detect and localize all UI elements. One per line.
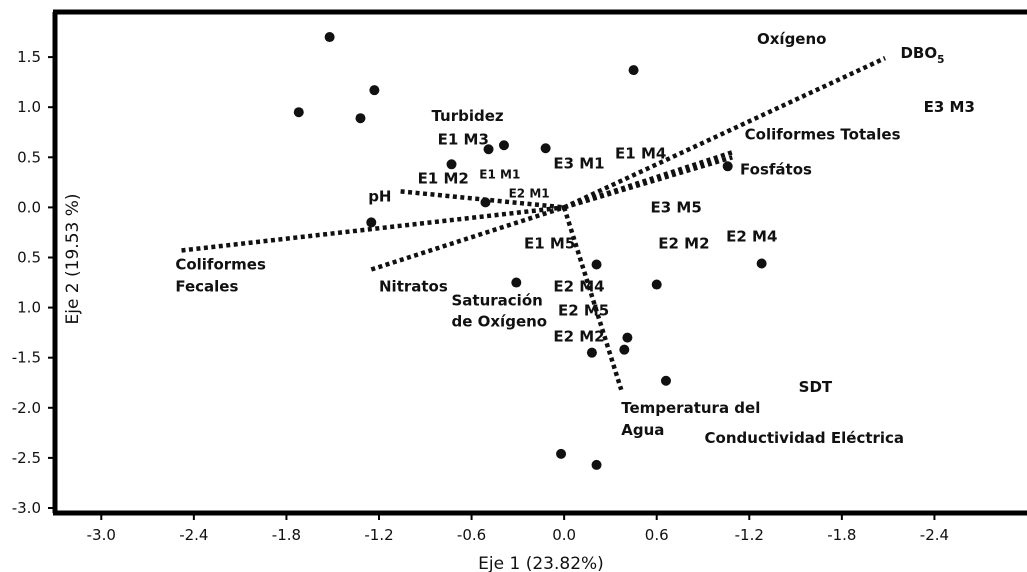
scatter-point <box>556 448 567 459</box>
scatter-point <box>619 344 630 355</box>
y-tick-label: -3.0 <box>12 499 41 517</box>
scatter-point <box>355 113 366 124</box>
loading-vector <box>400 189 565 210</box>
scatter-point <box>446 159 457 170</box>
x-axis-title: Eje 1 (23.82%) <box>478 554 604 572</box>
point-label: Fosfátos <box>740 160 812 178</box>
y-tick-label: 1.0 <box>17 299 41 317</box>
x-tick-label: -1.8 <box>272 526 301 544</box>
point-label: Oxígeno <box>757 30 826 48</box>
x-tick-label: -2.4 <box>920 526 949 544</box>
x-tick-label: -3.0 <box>87 526 116 544</box>
y-tick-label: 0.5 <box>17 148 41 166</box>
point-label: Agua <box>621 421 664 439</box>
point-label: DBO5 <box>900 44 944 66</box>
y-tick-label: 0.0 <box>17 198 41 216</box>
scatter-point <box>756 258 767 269</box>
scatter-point <box>293 107 304 118</box>
point-label: E2 M1 <box>509 186 550 200</box>
scatter-point <box>498 140 509 151</box>
point-label: SDT <box>799 378 833 396</box>
scatter-point <box>651 279 662 290</box>
scatter-point <box>622 332 633 343</box>
point-label: E2 M2 <box>553 328 604 346</box>
point-label: Temperatura del <box>621 399 760 417</box>
scatter-point <box>586 347 597 358</box>
loading-vector <box>563 155 733 210</box>
point-label: E1 M2 <box>418 169 469 187</box>
point-label: E1 M4 <box>615 144 666 162</box>
x-tick-label: 0.6 <box>645 526 669 544</box>
point-label: pH <box>368 187 391 205</box>
scatter-point <box>324 32 335 43</box>
point-label: E3 M5 <box>651 198 702 216</box>
point-label: E2 M4 <box>726 227 777 245</box>
loading-vectors <box>181 56 887 391</box>
y-tick-label: -2.5 <box>12 449 41 467</box>
y-tick-label: 0.5 <box>17 248 41 266</box>
scatter-point <box>369 85 380 96</box>
scatter-point <box>591 259 602 270</box>
y-tick-label: -1.5 <box>12 349 41 367</box>
annotations: Oxígeno DBO5 E3 M3 Turbidez E1 M3 Coliformes … <box>175 30 975 447</box>
point-label: E1 M1 <box>479 167 520 181</box>
point-label: Fecales <box>175 278 238 296</box>
scatter-point <box>660 375 671 386</box>
point-label: Nitratos <box>379 278 448 296</box>
point-label: Coliformes Totales <box>745 125 901 143</box>
y-axis-title: Eje 2 (19.53 %) <box>63 193 83 324</box>
scatter-point <box>628 65 639 76</box>
y-tick-label: 1.0 <box>17 98 41 116</box>
loading-vector <box>181 205 565 253</box>
scatter-point <box>366 217 377 228</box>
x-tick-label: -1.8 <box>827 526 856 544</box>
y-tick-label: 1.5 <box>17 48 41 66</box>
point-label: E3 M3 <box>924 98 975 116</box>
scatter-point <box>480 197 491 208</box>
scatter-point <box>511 277 522 288</box>
point-label: de Oxígeno <box>452 313 548 331</box>
y-tick-label: -2.0 <box>12 399 41 417</box>
point-label: E2 M4 <box>553 278 604 296</box>
x-tick-label: -2.4 <box>179 526 208 544</box>
x-tick-label: -1.2 <box>364 526 393 544</box>
loading-vector <box>370 205 565 272</box>
point-label: E2 M5 <box>558 302 609 320</box>
scatter-point <box>591 459 602 470</box>
loading-vector <box>563 56 887 210</box>
scatter-point <box>540 143 551 154</box>
point-label: Turbidez <box>431 107 503 125</box>
loading-vector <box>561 206 624 391</box>
point-label: Coliformes <box>175 256 266 274</box>
point-label: E1 M3 <box>438 130 489 148</box>
x-tick-label: -0.6 <box>457 526 486 544</box>
data-points <box>293 32 767 470</box>
point-label: Saturación <box>452 292 543 310</box>
point-label: E3 M1 <box>553 154 604 172</box>
point-label: Conductividad Eléctrica <box>705 429 905 447</box>
x-tick-label: -1.2 <box>735 526 764 544</box>
x-tick-label: 0.0 <box>552 526 576 544</box>
axes: -3.0 -2.4 -1.8 -1.2 -0.6 0.0 0.6 -1.2 -1.8 -2.4 1.… <box>12 9 1027 544</box>
point-label: E2 M2 <box>658 234 709 252</box>
scatter-point <box>483 144 494 155</box>
scatter-point <box>722 161 733 172</box>
point-label: E1 M5 <box>524 234 575 252</box>
